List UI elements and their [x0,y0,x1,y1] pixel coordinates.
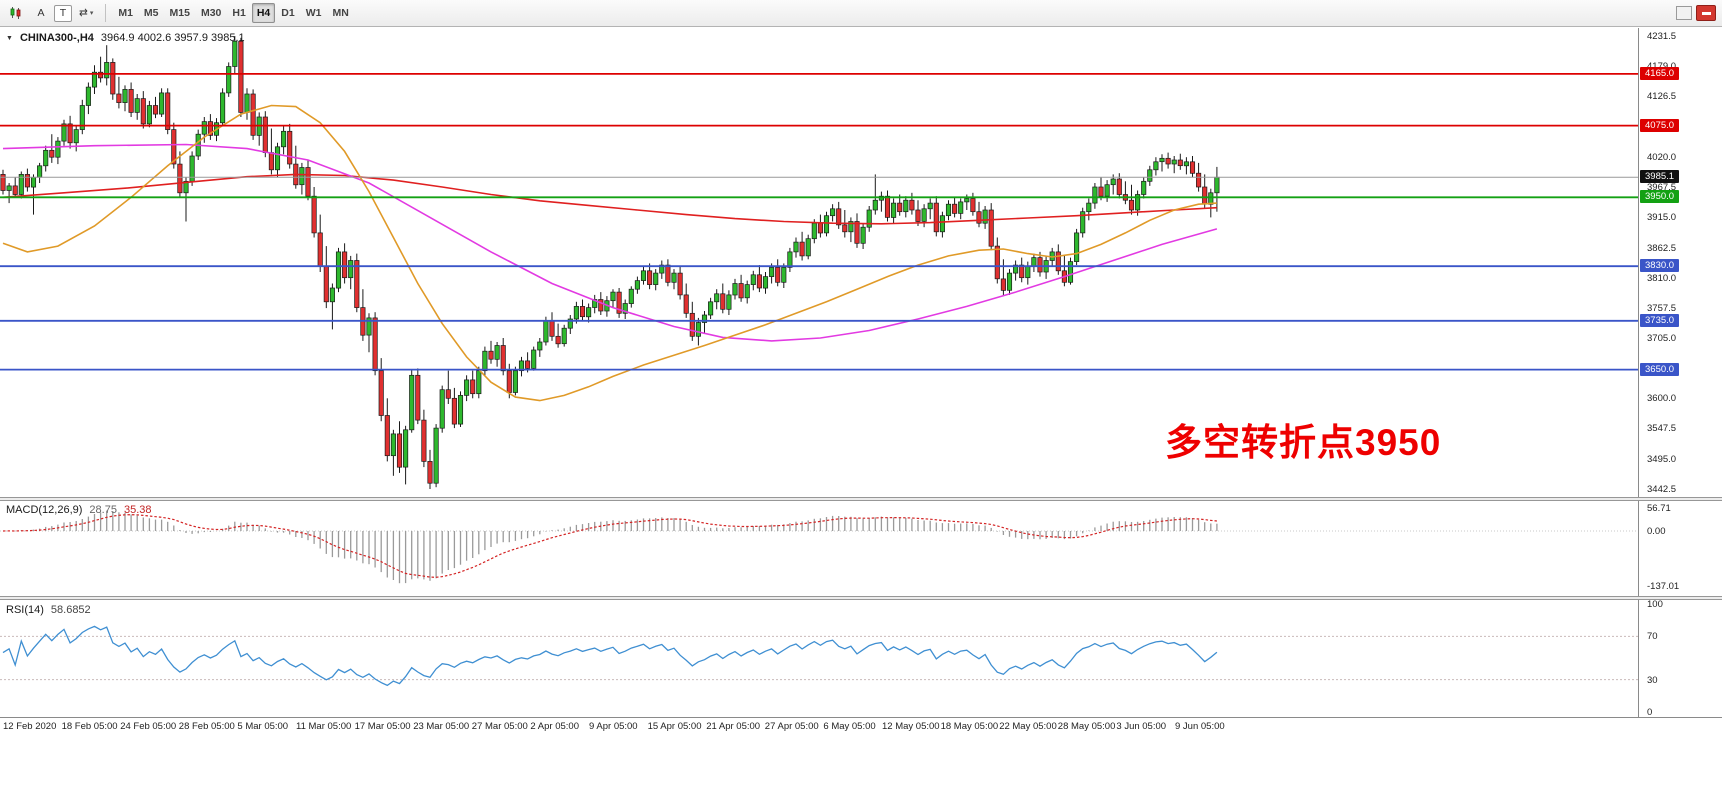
symbol-timeframe-label: CHINA300-,H4 [19,32,94,44]
macd-signal-value: 35.38 [123,504,152,516]
restore-window-icon[interactable] [1676,6,1692,20]
price-tag: 4075.0 [1640,118,1680,132]
axis-tick-label: 3915.0 [1647,212,1677,224]
chevron-down-icon: ▾ [89,10,94,17]
time-tick-label: 17 Mar 05:00 [354,721,411,732]
timeframe-button-m30[interactable]: M30 [200,7,222,19]
time-tick-label: 6 May 05:00 [823,721,876,732]
axis-tick-label: 0 [1647,707,1653,718]
time-tick-label: 24 Feb 05:00 [120,721,177,732]
time-tick-label: 3 Jun 05:00 [1116,721,1167,732]
ohlc-values: 3964.9 4002.6 3957.9 3985.1 [100,32,245,44]
rsi-indicator-name: RSI(14) [6,604,44,616]
shift-arrows-icon: ⇄ [79,7,88,19]
chart-title: ▼ CHINA300-,H4 3964.9 4002.6 3957.9 3985… [6,32,245,44]
axis-tick-label: 3495.0 [1647,453,1677,465]
axis-tick-label: 4179.0 [1647,61,1676,72]
rsi-value: 58.6852 [50,604,91,616]
axis-tick-label: 3705.0 [1647,333,1677,344]
time-tick-label: 21 Apr 05:00 [706,721,761,732]
axis-tick-label: 3967.5 [1647,182,1677,194]
toolbar-separator [105,4,107,22]
macd-label: MACD(12,26,9) 28.75 35.38 [6,504,151,516]
axis-tick-label: 4231.5 [1647,30,1677,42]
close-glyph [1701,11,1711,15]
price-axis[interactable]: 4231.5 4179.0 4126.5 4020.0 3967.5 3915.0 3862… [1638,28,1722,718]
price-tag: 3950.0 [1640,190,1680,204]
time-tick-label: 15 Apr 05:00 [647,721,702,732]
timeframe-button-h4[interactable]: H4 [251,3,276,23]
axis-tick-label: 3600.0 [1647,393,1677,405]
price-tag: 3650.0 [1640,362,1680,376]
timeframe-button-h1[interactable]: H1 [232,7,246,19]
axis-tick-label: 3547.5 [1647,423,1677,435]
close-button[interactable] [1696,5,1716,21]
axis-tick-label: 30 [1647,674,1658,686]
time-tick-label: 28 May 05:00 [1057,721,1116,732]
macd-main-value: 28.75 [89,504,117,516]
time-tick-label: 18 Feb 05:00 [61,721,118,732]
annotation-tool-button[interactable]: A [37,7,45,19]
candlestick-chart[interactable] [0,28,1638,497]
timeframe-button-mn[interactable]: MN [332,7,349,19]
time-tick-label: 27 Mar 05:00 [471,721,528,732]
axis-tick-label: 100 [1647,599,1663,610]
chart-shift-button[interactable]: ⇄ ▾ [74,3,98,23]
time-tick-label: 9 Jun 05:00 [1175,721,1225,732]
chart-window-icon[interactable] [4,3,28,23]
timeframe-button-w1[interactable]: W1 [305,7,322,19]
timeframe-button-m15[interactable]: M15 [169,7,190,19]
rsi-plot[interactable] [0,600,1638,717]
timeframe-button-m1[interactable]: M1 [118,7,133,19]
toolbar: A T ⇄ ▾ M1 M5 M15 M30 H1 H4 D1 W1 MN [0,0,1722,27]
rsi-label: RSI(14) 58.6852 [6,604,91,616]
time-tick-label: 28 Feb 05:00 [178,721,235,732]
axis-tick-label: 3442.5 [1647,483,1677,495]
axis-tick-label: -137.01 [1647,580,1680,592]
time-tick-label: 22 May 05:00 [999,721,1057,732]
time-tick-label: 12 Feb 2020 [3,721,57,732]
axis-tick-label: 56.71 [1647,503,1671,515]
timeframe-group: M1 M5 M15 M30 H1 H4 D1 W1 MN [113,3,353,23]
axis-tick-label: 3810.0 [1647,272,1677,284]
timeframe-button-d1[interactable]: D1 [281,7,295,19]
chart-window: ▼ CHINA300-,H4 3964.9 4002.6 3957.9 3985… [0,28,1722,793]
price-tag: 3830.0 [1640,259,1680,273]
text-tool-button[interactable]: T [54,4,72,22]
axis-tick-label: 0.00 [1647,526,1666,537]
window-controls [1676,5,1718,21]
time-tick-label: 12 May 05:00 [882,721,940,732]
time-tick-label: 27 Apr 05:00 [764,721,819,732]
price-tag: 4165.0 [1640,66,1680,80]
time-tick-label: 5 Mar 05:00 [237,721,289,732]
macd-indicator-name: MACD(12,26,9) [6,504,83,516]
macd-plot[interactable] [0,501,1638,596]
time-tick-label: 23 Mar 05:00 [413,721,470,732]
price-tag: 3985.1 [1640,170,1680,184]
time-axis[interactable]: 12 Feb 2020 18 Feb 05:00 24 Feb 05:00 28 Fe… [0,717,1722,735]
splitter-macd[interactable] [0,497,1722,501]
axis-tick-label: 70 [1647,631,1658,643]
axis-tick-label: 3862.5 [1647,242,1677,254]
time-tick-label: 9 Apr 05:00 [589,721,638,732]
mini-candlestick-icon [10,7,21,19]
timeframe-button-m5[interactable]: M5 [143,7,159,19]
chevron-down-icon[interactable]: ▼ [6,35,13,42]
axis-tick-label: 4020.0 [1647,152,1677,164]
time-tick-label: 2 Apr 05:00 [530,721,579,732]
time-tick-label: 11 Mar 05:00 [296,721,352,732]
price-tag: 3735.0 [1640,313,1680,327]
chart-annotation[interactable]: 多空转折点3950 [1165,422,1442,463]
axis-tick-label: 4126.5 [1647,91,1677,102]
axis-tick-label: 3757.5 [1647,302,1677,314]
splitter-rsi[interactable] [0,596,1722,600]
time-tick-label: 18 May 05:00 [940,721,999,732]
